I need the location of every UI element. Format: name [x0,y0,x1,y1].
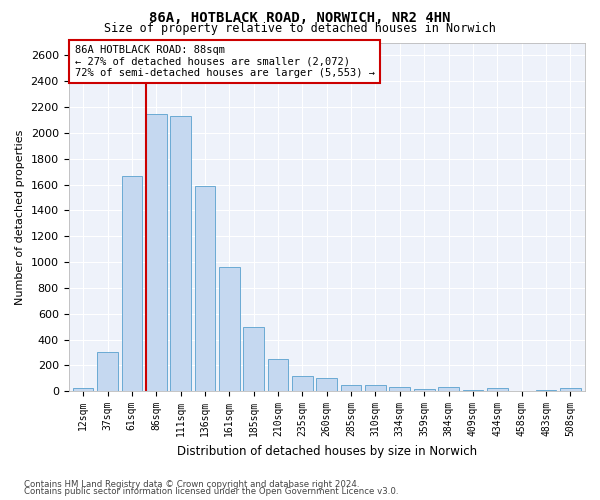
Bar [219,267,239,391]
Bar [463,390,483,391]
Bar [511,390,532,391]
Bar [316,378,337,391]
Bar [341,384,361,391]
Text: 86A HOTBLACK ROAD: 88sqm
← 27% of detached houses are smaller (2,072)
72% of sem: 86A HOTBLACK ROAD: 88sqm ← 27% of detach… [74,45,374,78]
Bar [170,116,191,391]
Bar [438,388,459,391]
Text: Contains HM Land Registry data © Crown copyright and database right 2024.: Contains HM Land Registry data © Crown c… [24,480,359,489]
Text: Contains public sector information licensed under the Open Government Licence v3: Contains public sector information licen… [24,487,398,496]
Bar [389,388,410,391]
Bar [122,176,142,391]
Y-axis label: Number of detached properties: Number of detached properties [15,129,25,304]
Bar [292,376,313,391]
Text: 86A, HOTBLACK ROAD, NORWICH, NR2 4HN: 86A, HOTBLACK ROAD, NORWICH, NR2 4HN [149,11,451,25]
Bar [414,388,434,391]
Bar [560,388,581,391]
Bar [97,352,118,391]
Bar [268,359,289,391]
Bar [244,326,264,391]
Text: Size of property relative to detached houses in Norwich: Size of property relative to detached ho… [104,22,496,35]
Bar [487,388,508,391]
Bar [536,390,556,391]
X-axis label: Distribution of detached houses by size in Norwich: Distribution of detached houses by size … [177,444,477,458]
Bar [365,386,386,391]
Bar [194,186,215,391]
Bar [73,388,94,391]
Bar [146,114,167,391]
